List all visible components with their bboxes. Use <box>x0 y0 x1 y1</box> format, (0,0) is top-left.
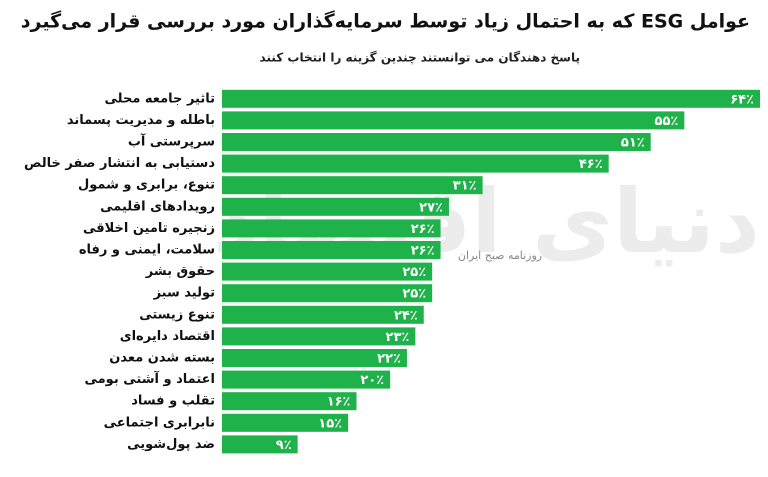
category-label: تنوع زیستی <box>139 307 215 322</box>
value-label: ۹٪ <box>276 438 292 453</box>
value-label: ۴۶٪ <box>579 157 603 172</box>
category-label: دستیابی به انتشار صفر خالص <box>24 156 215 171</box>
value-label: ۵۵٪ <box>655 114 679 129</box>
chart-subtitle: پاسخ دهندگان می توانستند چندین گزینه را … <box>260 51 580 66</box>
value-label: ۲۴٪ <box>394 308 418 323</box>
bar <box>222 370 391 389</box>
category-label: نابرابری اجتماعی <box>104 415 215 430</box>
value-label: ۲۶٪ <box>411 244 435 259</box>
category-label: تقلب و فساد <box>131 394 215 409</box>
value-label: ۲۳٪ <box>386 330 410 345</box>
category-label: اعتماد و آشتی بومی <box>84 370 215 387</box>
category-label: زنجیره تامین اخلاقی <box>83 221 215 236</box>
bar <box>222 154 609 173</box>
value-label: ۶۴٪ <box>730 92 754 107</box>
value-label: ۳۱٪ <box>453 179 477 194</box>
category-label: سلامت، ایمنی و رفاه <box>79 243 215 258</box>
category-label: بسته شدن معدن <box>109 351 215 366</box>
chart-title: عوامل ESG که به احتمال زیاد توسط سرمایه‌… <box>21 10 750 33</box>
bar <box>222 219 441 238</box>
bar <box>222 133 651 151</box>
value-label: ۲۰٪ <box>360 373 384 388</box>
value-label: ۱۶٪ <box>327 395 351 410</box>
category-label: تاثیر جامعه محلی <box>105 91 216 106</box>
bar <box>222 349 407 367</box>
category-label: تولید سبز <box>153 286 215 301</box>
bar <box>222 392 357 411</box>
bar <box>222 89 760 108</box>
bar <box>222 413 349 432</box>
bar <box>222 197 449 216</box>
value-label: ۱۵٪ <box>318 416 342 431</box>
category-label: ضد پول‌شویی <box>127 437 215 452</box>
bar <box>222 111 685 130</box>
value-label: ۲۷٪ <box>419 200 443 215</box>
category-label: رویدادهای اقلیمی <box>100 199 215 214</box>
category-label: اقتصاد دایره‌ای <box>120 329 215 344</box>
value-label: ۲۵٪ <box>402 265 426 280</box>
value-label: ۵۱٪ <box>621 136 645 151</box>
watermark-tagline: روزنامه صبح ایران <box>458 249 542 262</box>
bar <box>222 176 483 195</box>
bar <box>222 284 433 303</box>
value-label: ۲۵٪ <box>402 287 426 302</box>
value-label: ۲۲٪ <box>377 352 401 367</box>
value-label: ۲۶٪ <box>411 222 435 237</box>
category-label: سرپرستی آب <box>128 133 215 150</box>
bar <box>222 241 441 259</box>
category-label: باطله و مدیریت پسماند <box>67 113 215 128</box>
bar <box>222 327 416 346</box>
bar <box>222 305 424 324</box>
category-label: تنوع، برابری و شمول <box>78 178 215 193</box>
bar <box>222 435 298 454</box>
bar <box>222 262 433 281</box>
category-label: حقوق بشر <box>145 264 215 279</box>
